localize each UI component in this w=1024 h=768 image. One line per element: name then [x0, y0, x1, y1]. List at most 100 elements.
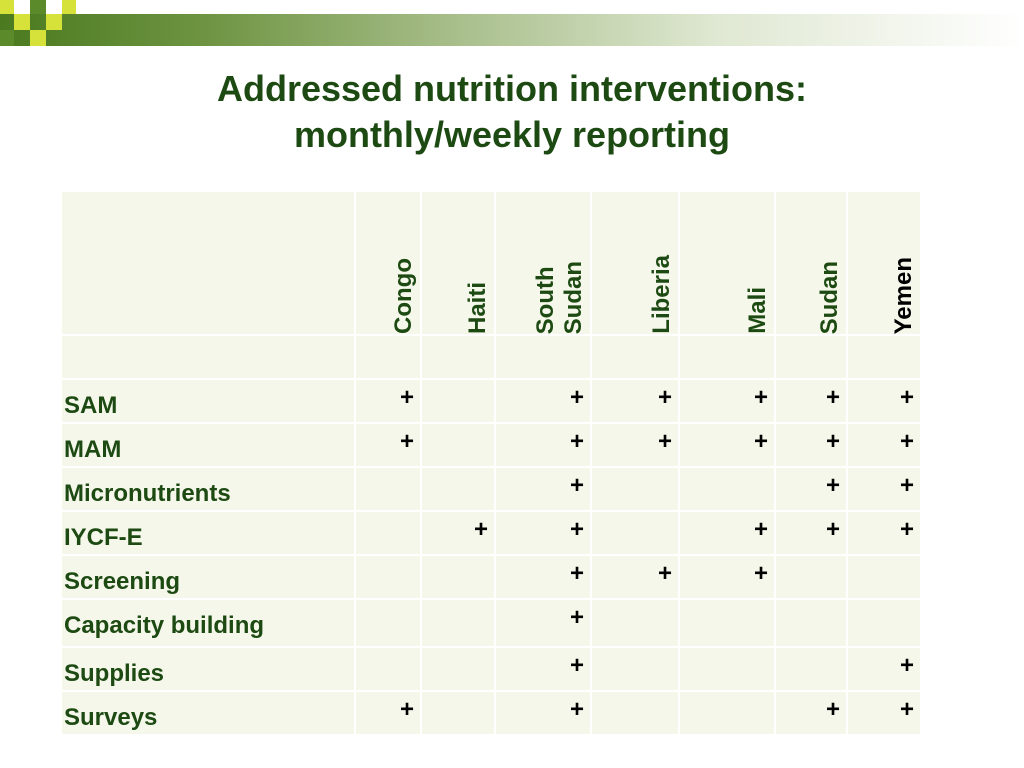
table-cell: +	[776, 468, 846, 510]
plus-mark: +	[825, 428, 840, 455]
empty-mark	[422, 380, 494, 384]
plus-mark: +	[899, 696, 914, 723]
empty-mark	[422, 424, 494, 428]
table-cell	[592, 648, 678, 690]
plus-mark: +	[657, 428, 672, 455]
empty-mark	[422, 600, 494, 604]
plus-mark: +	[899, 652, 914, 679]
row-label: Surveys	[64, 704, 158, 731]
table-cell	[422, 648, 494, 690]
table-cell	[356, 512, 420, 554]
table-cell	[422, 380, 494, 422]
plus-mark: +	[899, 472, 914, 499]
table-cell	[680, 468, 774, 510]
empty-mark	[422, 692, 494, 696]
plus-mark: +	[657, 384, 672, 411]
table-cell: +	[592, 556, 678, 598]
table-cell	[848, 600, 920, 646]
table-row-micronutrients: Micronutrients + + +	[62, 468, 920, 510]
empty-mark	[356, 512, 420, 516]
table-cell: +	[848, 424, 920, 466]
table-cell: +	[680, 512, 774, 554]
empty-mark	[848, 556, 920, 560]
empty-mark	[776, 600, 846, 604]
table-row-capacity-building: Capacity building +	[62, 600, 920, 646]
table-cell: +	[422, 512, 494, 554]
table-cell	[592, 600, 678, 646]
empty-mark	[356, 648, 420, 652]
country-label-mali: Mali	[744, 287, 771, 334]
table-cell: +	[496, 512, 590, 554]
plus-mark: +	[569, 560, 584, 587]
spacer-cell	[680, 336, 774, 378]
plus-mark: +	[899, 516, 914, 543]
country-label-yemen: Yemen	[890, 256, 917, 334]
empty-mark	[680, 648, 774, 652]
table-row-supplies: Supplies + +	[62, 648, 920, 690]
header-cell-liberia: Liberia	[592, 192, 678, 334]
plus-mark: +	[569, 604, 584, 631]
row-label-cell: MAM	[62, 424, 354, 466]
plus-mark: +	[569, 696, 584, 723]
empty-mark	[776, 648, 846, 652]
header-cell-south-sudan: South Sudan	[496, 192, 590, 334]
table-cell: +	[776, 692, 846, 734]
row-label: Micronutrients	[64, 480, 231, 507]
country-label-south-sudan: South Sudan	[532, 260, 587, 334]
plus-mark: +	[825, 696, 840, 723]
table-cell	[592, 468, 678, 510]
plus-mark: +	[753, 384, 768, 411]
table-cell: +	[356, 424, 420, 466]
plus-mark: +	[899, 428, 914, 455]
table-cell	[848, 556, 920, 598]
empty-mark	[592, 648, 678, 652]
plus-mark: +	[899, 384, 914, 411]
plus-mark: +	[399, 696, 414, 723]
spacer-cell	[422, 336, 494, 378]
table-cell: +	[776, 512, 846, 554]
plus-mark: +	[569, 652, 584, 679]
empty-mark	[592, 468, 678, 472]
row-label-cell: IYCF-E	[62, 512, 354, 554]
table-cell	[356, 648, 420, 690]
empty-mark	[356, 468, 420, 472]
table-cell: +	[776, 380, 846, 422]
spacer-cell	[496, 336, 590, 378]
table-cell: +	[356, 380, 420, 422]
table-cell	[776, 600, 846, 646]
table-cell	[356, 468, 420, 510]
spacer-cell	[776, 336, 846, 378]
country-label-sudan: Sudan	[816, 260, 843, 334]
table-cell: +	[680, 424, 774, 466]
table-cell	[680, 692, 774, 734]
spacer-row	[62, 336, 920, 378]
table-cell: +	[592, 424, 678, 466]
header-cell-mali: Mali	[680, 192, 774, 334]
header-cell-yemen: Yemen	[848, 192, 920, 334]
row-label: Supplies	[64, 660, 165, 687]
plus-mark: +	[399, 384, 414, 411]
table-cell: +	[680, 380, 774, 422]
plus-mark: +	[657, 560, 672, 587]
table-cell	[680, 600, 774, 646]
top-decorative-band	[0, 14, 1024, 46]
interventions-table: Congo Haiti South Sudan Liberia Mali Sud…	[60, 190, 922, 736]
table-cell: +	[848, 692, 920, 734]
table-row-mam: MAM + + + + + +	[62, 424, 920, 466]
spacer-cell	[356, 336, 420, 378]
table-cell: +	[848, 648, 920, 690]
empty-mark	[776, 556, 846, 560]
table-cell: +	[680, 556, 774, 598]
table-cell	[422, 556, 494, 598]
row-label: Screening	[64, 568, 181, 595]
table-cell	[422, 424, 494, 466]
plus-mark: +	[753, 560, 768, 587]
table-cell	[356, 600, 420, 646]
plus-mark: +	[399, 428, 414, 455]
empty-mark	[592, 512, 678, 516]
table-row-screening: Screening + + +	[62, 556, 920, 598]
plus-mark: +	[569, 384, 584, 411]
country-label-congo: Congo	[390, 258, 417, 334]
table-cell: +	[496, 556, 590, 598]
empty-mark	[592, 600, 678, 604]
